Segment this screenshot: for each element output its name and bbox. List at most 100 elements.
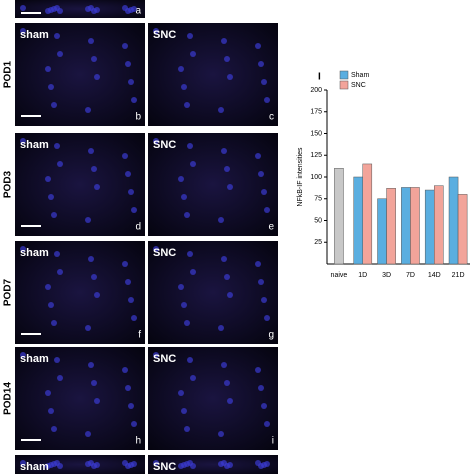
nucleus [91, 380, 97, 386]
nucleus [128, 297, 134, 303]
nucleus [181, 302, 187, 308]
nucleus [57, 51, 63, 57]
nucleus [224, 166, 230, 172]
nucleus [153, 352, 159, 358]
nucleus [227, 74, 233, 80]
nucleus [187, 357, 193, 363]
nucleus [218, 325, 224, 331]
x-tick-label: 1D [358, 272, 367, 279]
micrograph [148, 347, 278, 450]
nucleus [122, 367, 128, 373]
bar [386, 188, 396, 265]
nucleus [57, 161, 63, 167]
nucleus [122, 43, 128, 49]
nucleus [153, 138, 159, 144]
nucleus [261, 79, 267, 85]
panel-title: SNC [153, 139, 176, 151]
nucleus [221, 362, 227, 368]
x-tick-label: 14D [428, 272, 441, 279]
nucleus [227, 184, 233, 190]
nucleus [131, 97, 137, 103]
nucleus [125, 385, 131, 391]
nucleus [178, 463, 184, 469]
x-tick-label: naive [331, 272, 348, 279]
nucleus [122, 460, 128, 466]
nucleus [258, 385, 264, 391]
nucleus [258, 279, 264, 285]
nucleus [131, 421, 137, 427]
nucleus [48, 302, 54, 308]
nucleus [88, 38, 94, 44]
nucleus [187, 251, 193, 257]
row-label: POD14 [3, 382, 14, 415]
nucleus [54, 251, 60, 257]
panel-letter: h [135, 436, 141, 447]
nucleus [153, 460, 159, 466]
nucleus [125, 61, 131, 67]
nucleus [261, 403, 267, 409]
panel-letter: i [272, 436, 274, 447]
panel-title: sham [20, 247, 49, 259]
nucleus [221, 256, 227, 262]
bar [334, 168, 344, 265]
panel-title: SNC [153, 247, 176, 259]
panel-letter: b [135, 112, 141, 123]
micrograph [15, 347, 145, 450]
legend-label: SNC [351, 82, 366, 89]
nucleus [20, 352, 26, 358]
y-tick-label: 50 [314, 217, 322, 224]
nucleus [94, 398, 100, 404]
y-tick-label: 200 [310, 87, 322, 94]
nucleus [261, 297, 267, 303]
panel-letter: a [135, 6, 141, 17]
y-tick-label: 175 [310, 109, 322, 116]
nucleus [85, 6, 91, 12]
y-tick-label: 125 [310, 152, 322, 159]
nucleus [51, 426, 57, 432]
nucleus [255, 43, 261, 49]
nucleus [45, 176, 51, 182]
nucleus [221, 38, 227, 44]
panel-letter: f [138, 330, 141, 341]
nucleus [125, 171, 131, 177]
nucleus [264, 421, 270, 427]
nucleus [178, 390, 184, 396]
nucleus [91, 166, 97, 172]
nucleus [94, 292, 100, 298]
micrograph [15, 455, 145, 474]
micrograph [148, 133, 278, 236]
bar [353, 176, 363, 265]
nucleus [88, 148, 94, 154]
nucleus [178, 66, 184, 72]
row-label: POD7 [3, 278, 14, 306]
nucleus [227, 292, 233, 298]
nucleus [51, 320, 57, 326]
legend-label: Sham [351, 72, 369, 79]
nucleus [45, 8, 51, 14]
nucleus [184, 320, 190, 326]
nucleus [131, 315, 137, 321]
nucleus [51, 212, 57, 218]
row-label: POD3 [3, 170, 14, 198]
nucleus [48, 408, 54, 414]
nucleus [258, 61, 264, 67]
nucleus [91, 274, 97, 280]
bar [410, 187, 420, 265]
panel-title: SNC [153, 353, 176, 365]
nucleus [153, 28, 159, 34]
bar [434, 185, 444, 265]
panel-title: sham [20, 353, 49, 365]
nucleus [264, 315, 270, 321]
y-tick-label: 25 [314, 239, 322, 246]
nucleus [255, 153, 261, 159]
nucleus [45, 390, 51, 396]
panel-letter: d [135, 222, 141, 233]
nucleus [91, 56, 97, 62]
micrograph [15, 241, 145, 344]
nucleus [57, 375, 63, 381]
nucleus [128, 79, 134, 85]
legend-swatch [339, 70, 349, 80]
panel-title: SNC [153, 29, 176, 41]
legend-swatch [339, 80, 349, 90]
nucleus [178, 176, 184, 182]
